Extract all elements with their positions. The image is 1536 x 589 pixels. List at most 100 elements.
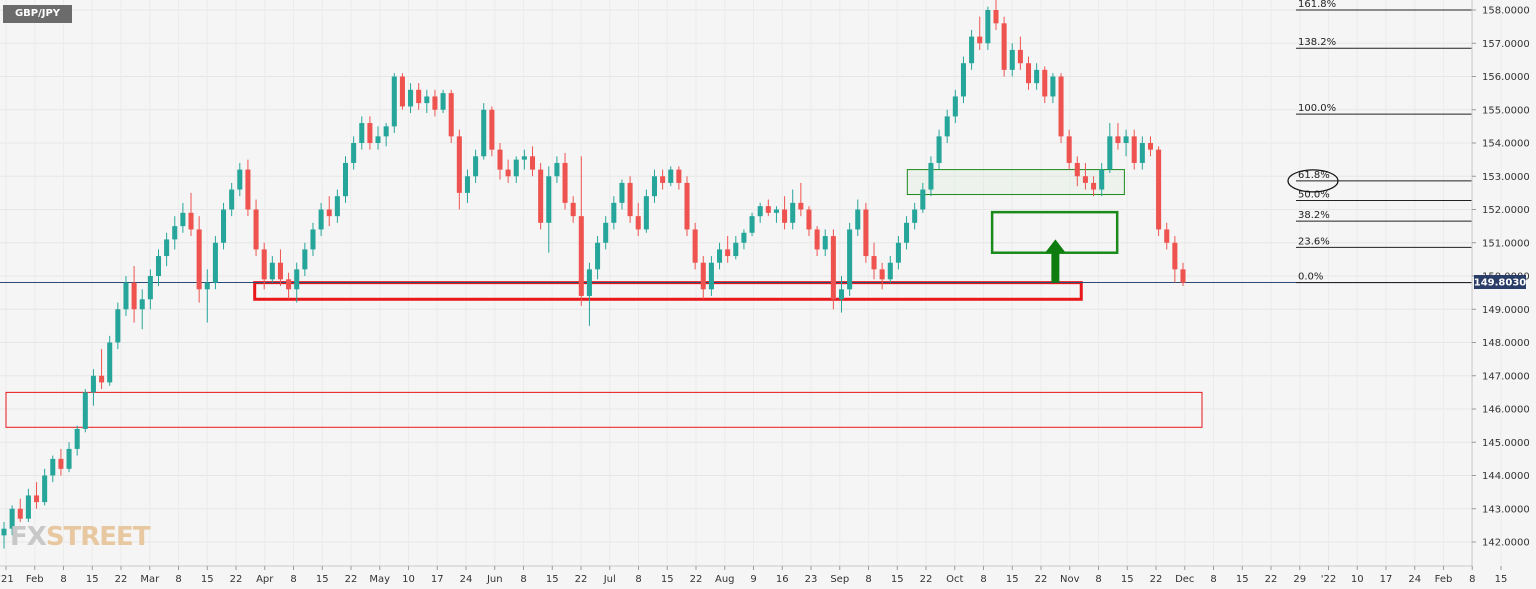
x-tick-label: 29 bbox=[1293, 574, 1306, 585]
candle bbox=[806, 206, 812, 237]
x-tick-label: 15 bbox=[316, 574, 329, 585]
candles bbox=[1, 0, 1186, 549]
candle bbox=[107, 335, 113, 386]
candle-body bbox=[635, 216, 641, 230]
candle-body bbox=[668, 169, 674, 183]
candle-body bbox=[603, 222, 609, 243]
fib-label: 50.0% bbox=[1298, 190, 1330, 201]
candle-body bbox=[269, 262, 275, 280]
candle-body bbox=[25, 495, 31, 519]
x-tick-label: Feb bbox=[1435, 574, 1453, 585]
candle bbox=[456, 129, 462, 210]
candle bbox=[1131, 129, 1137, 170]
x-tick-label: 8 bbox=[1469, 574, 1475, 585]
x-tick-label: 15 bbox=[1495, 574, 1508, 585]
candle-body bbox=[806, 209, 812, 230]
candle-body bbox=[139, 299, 145, 310]
candle-body bbox=[790, 202, 796, 223]
x-tick-label: Sep bbox=[830, 574, 849, 585]
candle bbox=[603, 216, 609, 250]
x-tick-label: Jul bbox=[603, 574, 616, 585]
candle bbox=[1147, 136, 1153, 157]
candle-body bbox=[123, 282, 129, 310]
candle bbox=[830, 229, 836, 310]
x-tick-label: 8 bbox=[865, 574, 871, 585]
candle bbox=[936, 129, 942, 170]
candle bbox=[1123, 129, 1129, 157]
x-tick-label: 22 bbox=[1035, 574, 1048, 585]
candle bbox=[635, 202, 641, 237]
x-tick-label: '22 bbox=[1321, 574, 1336, 585]
candle bbox=[595, 236, 601, 280]
x-tick-label: Aug bbox=[715, 574, 735, 585]
candle-body bbox=[944, 116, 950, 137]
candle-body bbox=[261, 249, 267, 280]
candle-body bbox=[1115, 136, 1121, 143]
candle-body bbox=[334, 196, 340, 217]
x-tick-label: 22 bbox=[1265, 574, 1278, 585]
candle-body bbox=[863, 209, 869, 257]
candle-body bbox=[595, 242, 601, 270]
candle-body bbox=[952, 96, 958, 117]
x-tick-label: Nov bbox=[1060, 574, 1080, 585]
candle-body bbox=[700, 262, 706, 290]
candle-body bbox=[887, 262, 893, 280]
candle-body bbox=[489, 109, 495, 150]
candle-body bbox=[838, 289, 845, 300]
candle bbox=[359, 116, 365, 150]
candle-body bbox=[131, 282, 137, 310]
candle bbox=[749, 212, 755, 237]
x-tick-label: May bbox=[369, 574, 390, 585]
candle bbox=[985, 6, 991, 50]
candle-body bbox=[578, 216, 584, 296]
x-tick-label: 8 bbox=[1210, 574, 1216, 585]
zone-red_thin bbox=[5, 391, 1203, 428]
candle-body bbox=[107, 342, 113, 383]
y-tick-label: 155.0000 bbox=[1482, 105, 1530, 116]
candle-body bbox=[611, 202, 617, 223]
symbol-label: GBP/JPY bbox=[3, 5, 72, 23]
candle-body bbox=[521, 156, 527, 160]
y-tick-label: 154.0000 bbox=[1482, 139, 1530, 150]
candle bbox=[660, 169, 666, 190]
candle bbox=[1107, 123, 1113, 173]
x-tick-label: 15 bbox=[86, 574, 99, 585]
candle bbox=[34, 482, 40, 509]
candle-body bbox=[99, 375, 105, 383]
zones bbox=[5, 169, 1203, 428]
candle bbox=[1001, 16, 1007, 77]
candle-body bbox=[676, 169, 682, 183]
candle-body bbox=[9, 508, 15, 529]
fib-label: 23.6% bbox=[1298, 236, 1330, 247]
candle bbox=[294, 262, 300, 303]
candle-body bbox=[351, 143, 357, 163]
candle-body bbox=[253, 209, 259, 250]
fib-label: 38.2% bbox=[1298, 210, 1330, 221]
candle bbox=[42, 468, 48, 506]
candle bbox=[725, 236, 731, 263]
y-tick-label: 143.0000 bbox=[1482, 504, 1530, 515]
candle-body bbox=[546, 176, 552, 223]
y-tick-label: 147.0000 bbox=[1482, 371, 1530, 382]
candle bbox=[115, 302, 121, 350]
candle-body bbox=[985, 10, 991, 44]
candle bbox=[139, 289, 145, 330]
candle-body bbox=[936, 136, 942, 163]
x-tick-label: 10 bbox=[1351, 574, 1364, 585]
x-tick-label: 22 bbox=[920, 574, 933, 585]
x-tick-label: 24 bbox=[1408, 574, 1421, 585]
y-tick-label: 153.0000 bbox=[1482, 172, 1530, 183]
last-price-tag: 149.8030 bbox=[1474, 275, 1526, 289]
x-tick-label: Mar bbox=[140, 574, 160, 585]
fib-highlight-ellipse bbox=[1287, 169, 1339, 193]
candle-body bbox=[1099, 169, 1105, 190]
candle bbox=[464, 169, 470, 203]
y-tick-label: 149.0000 bbox=[1482, 305, 1530, 316]
candle bbox=[1099, 162, 1105, 197]
candle-body bbox=[115, 309, 121, 343]
up-arrow bbox=[1045, 239, 1066, 283]
candle bbox=[521, 149, 527, 170]
arrow-head bbox=[1045, 239, 1066, 253]
candle-body bbox=[725, 249, 731, 257]
x-tick-label: 22 bbox=[690, 574, 703, 585]
